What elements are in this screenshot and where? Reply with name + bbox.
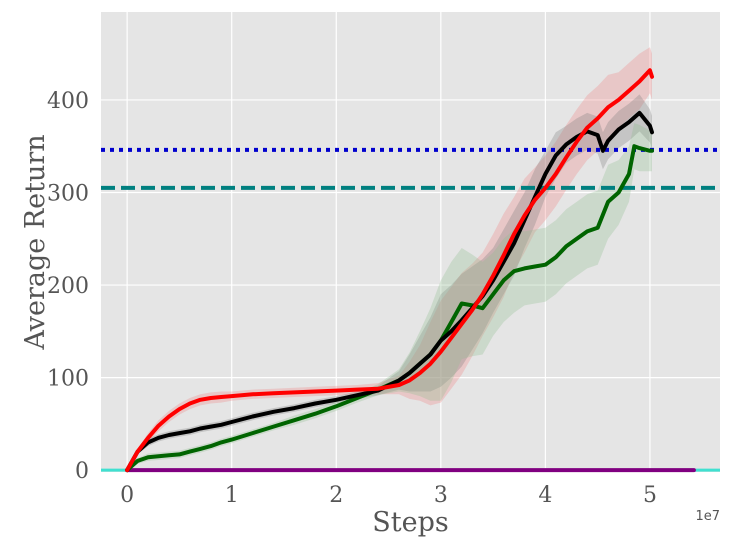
y-tick-label: 100 — [47, 367, 89, 392]
series-2-line — [125, 110, 654, 473]
y-axis-label: Average Return — [20, 134, 51, 350]
y-tick-labels: 0 100 200 300 400 — [47, 89, 89, 484]
series-lines — [125, 68, 696, 473]
y-tick-label: 200 — [47, 274, 89, 299]
y-tick-label: 400 — [47, 89, 89, 114]
x-axis-offset-label: 1e7 — [695, 509, 720, 524]
series-3-band — [127, 123, 653, 471]
x-axis-label: Steps — [372, 507, 448, 538]
plot-area — [101, 12, 720, 472]
x-tick-label: 2 — [329, 483, 343, 508]
x-tick-label: 1 — [225, 483, 239, 508]
x-tick-label: 5 — [643, 483, 657, 508]
y-tick-label: 300 — [47, 181, 89, 206]
y-tick-label: 0 — [75, 459, 89, 484]
x-tick-label: 4 — [538, 483, 552, 508]
series-1-line — [125, 68, 654, 473]
x-tick-label: 0 — [120, 483, 134, 508]
x-tick-label: 3 — [434, 483, 448, 508]
x-tick-labels: 0 1 2 3 4 5 — [120, 483, 657, 508]
